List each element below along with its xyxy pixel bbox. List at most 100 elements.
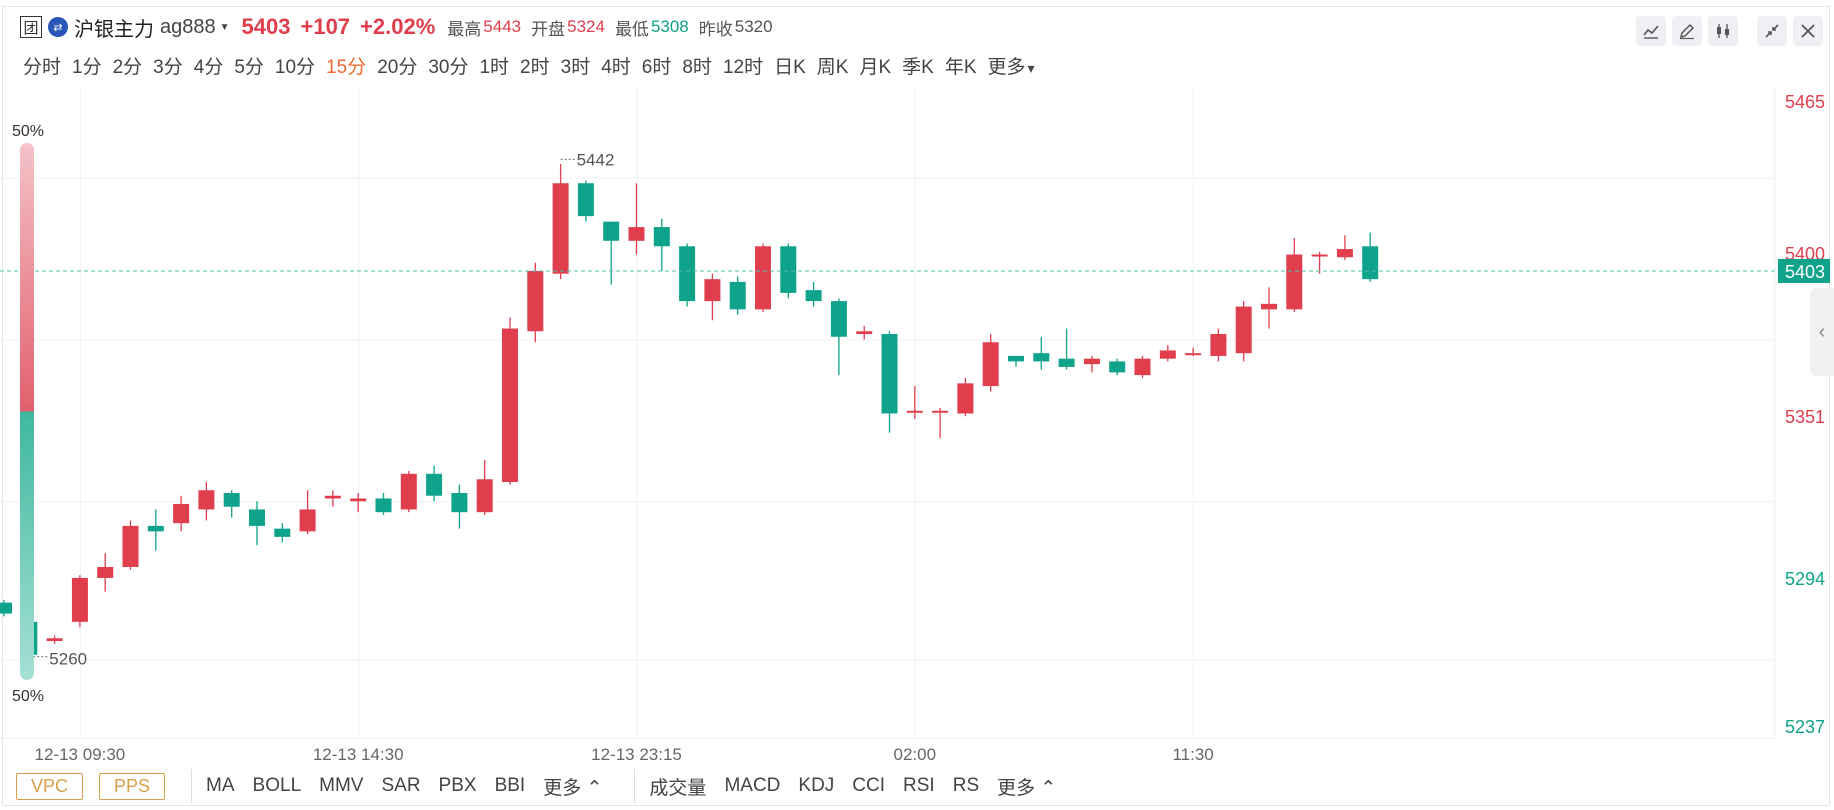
- vpc-bottom-label: 50%: [12, 688, 44, 705]
- period-tab[interactable]: 5分: [234, 56, 264, 78]
- candle-body: [577, 183, 594, 217]
- price-change-pct: +2.02%: [360, 14, 436, 39]
- candle-body: [1033, 353, 1050, 362]
- period-tab[interactable]: 分时: [23, 56, 62, 78]
- candle-body: [1210, 334, 1227, 356]
- candle-body: [400, 473, 417, 510]
- stat-value-low: 5308: [650, 17, 689, 36]
- indicator-rs[interactable]: RS: [952, 775, 980, 796]
- indicator-pbx[interactable]: PBX: [438, 775, 477, 796]
- period-tabs: 分时 1分 2分 3分 4分 5分 10分 15分 20分 30分 1时 2时 3时 4时 6时 8时 12时日…: [23, 50, 1057, 80]
- candle-body: [71, 577, 88, 622]
- candle-body: [1008, 355, 1024, 362]
- collapse-icon[interactable]: [1757, 16, 1787, 46]
- candle-body: [122, 525, 139, 568]
- candle-body: [375, 498, 392, 513]
- candle-body: [451, 492, 468, 513]
- candle-body: [350, 498, 367, 502]
- current-price-label: 5403: [1785, 262, 1825, 282]
- candle-body: [653, 227, 670, 247]
- period-tab[interactable]: 15分: [326, 56, 367, 78]
- candle-body: [704, 279, 721, 302]
- period-tab[interactable]: 2分: [112, 56, 143, 78]
- period-tab[interactable]: 10分: [274, 56, 316, 78]
- period-tab[interactable]: 4分: [193, 56, 224, 78]
- period-tab[interactable]: 周K: [816, 56, 849, 78]
- candle-body: [830, 301, 847, 337]
- more-main-indicators[interactable]: 更多 ⌃: [543, 773, 602, 800]
- indicator-mmv[interactable]: MMV: [319, 775, 364, 796]
- period-tab[interactable]: 30分: [428, 56, 469, 78]
- y-tick-label: 5237: [1785, 717, 1825, 737]
- high-marker-label: 5442: [577, 150, 615, 169]
- x-tick-label: 12-13 09:30: [35, 745, 126, 764]
- pencil-icon[interactable]: [1672, 16, 1702, 46]
- period-tab[interactable]: 12时: [722, 56, 764, 78]
- indicator-cci[interactable]: CCI: [852, 775, 886, 796]
- period-tab[interactable]: 3分: [153, 56, 183, 78]
- chevron-up-icon: ⌃: [586, 777, 603, 799]
- candle-body: [426, 473, 443, 496]
- indicator-ma[interactable]: MA: [206, 775, 235, 796]
- candle-body: [957, 383, 974, 414]
- more-label: 更多: [543, 777, 582, 799]
- candle-body: [1109, 361, 1126, 373]
- vpc-toggle[interactable]: VPC: [16, 772, 84, 800]
- period-tab[interactable]: 4时: [601, 56, 631, 78]
- candlestick-icon[interactable]: [1708, 16, 1738, 46]
- chart-frame: [2, 6, 1830, 806]
- candle-body: [1159, 350, 1176, 359]
- stat-value-prev-close: 5320: [734, 17, 773, 36]
- period-tab[interactable]: 1时: [479, 56, 510, 78]
- chevron-down-icon: ▾: [1027, 59, 1035, 76]
- y-tick-label: 5294: [1785, 569, 1825, 589]
- stat-value-high: 5443: [483, 17, 522, 36]
- chevron-down-icon[interactable]: ▼: [219, 21, 230, 33]
- stat-value-open: 5324: [567, 17, 605, 36]
- indicator-kdj[interactable]: KDJ: [798, 775, 835, 796]
- candle-body: [1261, 303, 1277, 310]
- stat-label-high: 最高: [447, 19, 482, 39]
- period-tab[interactable]: 日K: [774, 56, 806, 78]
- period-tab[interactable]: 年K: [944, 56, 977, 78]
- indicator-bar: VPC PPS MA BOLL MMV SAR PBX BBI 更多 ⌃ 成交量…: [0, 768, 1834, 804]
- close-icon[interactable]: [1793, 16, 1823, 46]
- instrument-code[interactable]: ag888: [160, 15, 216, 38]
- candle-body: [1083, 358, 1100, 365]
- chevron-left-icon: ‹: [1818, 320, 1826, 343]
- group-badge[interactable]: 团: [20, 16, 42, 38]
- period-tab[interactable]: 20分: [377, 56, 418, 78]
- indicator-bbi[interactable]: BBI: [494, 775, 526, 796]
- vpc-bar-down: [20, 411, 34, 680]
- side-panel-toggle[interactable]: ‹: [1810, 288, 1834, 376]
- more-sub-indicators[interactable]: 更多 ⌃: [997, 773, 1056, 800]
- stat-label-low: 最低: [614, 19, 649, 39]
- candle-body: [0, 602, 12, 614]
- indicator-sar[interactable]: SAR: [381, 775, 421, 796]
- candle-body: [552, 183, 569, 274]
- period-tab[interactable]: 1分: [72, 56, 102, 78]
- candle-body: [805, 290, 822, 302]
- candle-body: [780, 246, 797, 293]
- instrument-name[interactable]: 沪银主力: [74, 18, 154, 41]
- indicator-boll[interactable]: BOLL: [252, 775, 302, 796]
- exchange-logo-icon: ⇄: [48, 17, 68, 37]
- indicator-rsi[interactable]: RSI: [903, 775, 935, 796]
- indicator-volume[interactable]: 成交量: [649, 777, 707, 799]
- period-tab[interactable]: 月K: [859, 56, 892, 78]
- line-chart-icon[interactable]: [1636, 16, 1666, 46]
- pps-toggle[interactable]: PPS: [99, 772, 166, 800]
- candle-body: [198, 490, 215, 510]
- x-tick-label: 11:30: [1172, 745, 1213, 764]
- period-tab[interactable]: 8时: [682, 56, 712, 78]
- period-tab[interactable]: 季K: [902, 56, 934, 78]
- candle-body: [1235, 306, 1252, 354]
- period-more[interactable]: 更多 ▾: [988, 52, 1046, 79]
- period-tab[interactable]: 6时: [641, 56, 672, 78]
- period-tab[interactable]: 3时: [560, 56, 591, 78]
- candle-body: [1286, 254, 1303, 310]
- indicator-macd[interactable]: MACD: [724, 775, 781, 796]
- stat-label-open: 开盘: [531, 19, 566, 39]
- period-tab[interactable]: 2时: [520, 56, 550, 78]
